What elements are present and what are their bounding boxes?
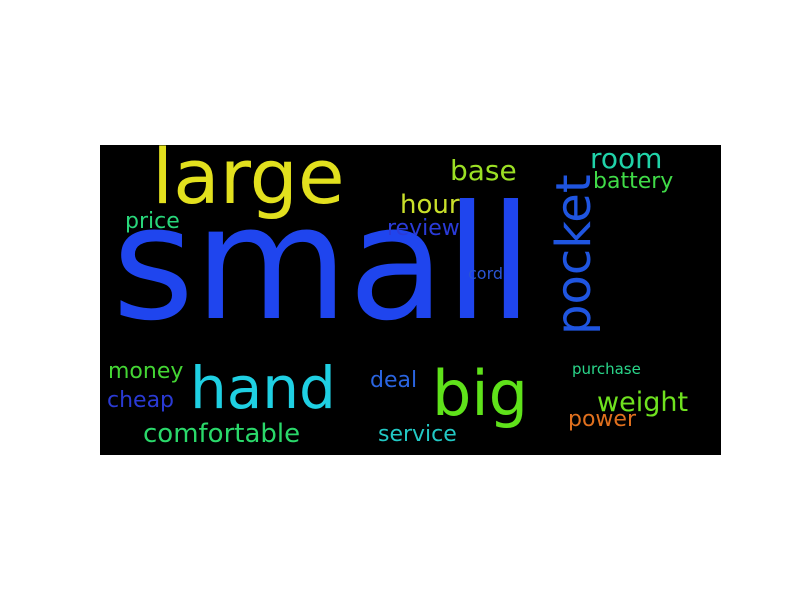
word-power: power (568, 407, 636, 432)
word-weight: weight (597, 387, 689, 418)
word-cheap: cheap (107, 388, 175, 413)
word-pocket: pocket (546, 174, 602, 335)
word-cord: cord (468, 264, 504, 283)
word-review: review (387, 216, 460, 241)
word-service: service (378, 422, 457, 447)
word-price: price (125, 209, 180, 234)
word-comfortable: comfortable (143, 419, 301, 449)
word-big: big (432, 357, 528, 430)
word-large: large (152, 145, 345, 221)
word-base: base (450, 154, 517, 187)
word-deal: deal (370, 368, 418, 393)
word-battery: battery (593, 169, 674, 194)
word-hand: hand (190, 354, 336, 422)
word-cloud-canvas: small large hand big pocket room base ba… (100, 145, 721, 455)
word-hour: hour (400, 190, 460, 220)
word-money: money (108, 359, 184, 384)
word-small: small (112, 172, 533, 356)
word-purchase: purchase (572, 360, 641, 378)
word-room: room (590, 145, 663, 175)
